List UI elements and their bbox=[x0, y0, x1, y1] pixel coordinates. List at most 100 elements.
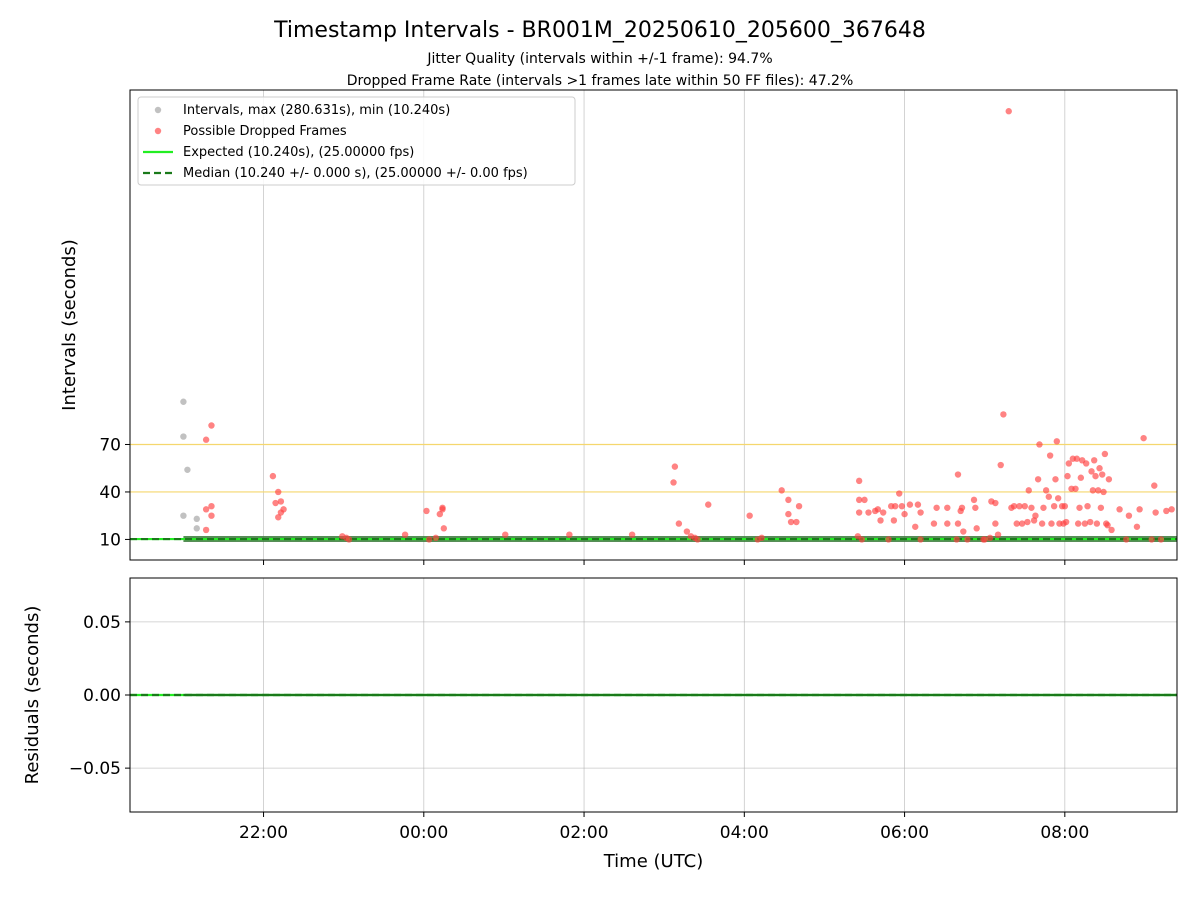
x-tick-label: 00:00 bbox=[399, 823, 448, 843]
dropped-frame-point bbox=[1123, 536, 1130, 543]
y-tick-label: 40 bbox=[99, 483, 121, 503]
dropped-frame-point bbox=[746, 512, 753, 519]
dropped-frame-point bbox=[1050, 502, 1058, 510]
dropped-frame-point bbox=[1101, 450, 1109, 458]
dropped-frame-point bbox=[1013, 520, 1020, 527]
dropped-frame-point bbox=[1108, 526, 1115, 534]
x-tick-label: 08:00 bbox=[1040, 823, 1089, 843]
dropped-frame-point bbox=[917, 509, 924, 516]
dropped-frame-point bbox=[1097, 504, 1105, 511]
dropped-frame-point bbox=[1072, 485, 1079, 492]
dropped-frame-point bbox=[628, 531, 636, 538]
y-tick-label: 10 bbox=[99, 530, 121, 550]
dropped-frame-point bbox=[795, 502, 803, 510]
dropped-frame-point bbox=[858, 536, 866, 543]
dropped-frame-point bbox=[202, 436, 210, 443]
dropped-frame-point bbox=[906, 501, 914, 508]
dropped-frame-point bbox=[855, 509, 863, 516]
dropped-frame-point bbox=[855, 496, 863, 504]
dropped-frame-point bbox=[758, 534, 765, 542]
dropped-frame-point bbox=[277, 498, 285, 505]
residuals-plot: 0.05 0.00 −0.05 22:00 00:00 02:00 04:00 06:00 08… bbox=[22, 577, 1178, 872]
dropped-frame-point bbox=[1096, 465, 1103, 472]
dropped-frame-point bbox=[277, 509, 285, 516]
x-tick-label: 22:00 bbox=[239, 823, 288, 843]
dropped-frame-point bbox=[683, 528, 691, 535]
dropped-frame-point bbox=[1082, 460, 1090, 467]
dropped-frame-point bbox=[954, 520, 962, 527]
legend-label: Possible Dropped Frames bbox=[183, 124, 347, 139]
dropped-frame-point bbox=[1089, 487, 1097, 494]
y-tick-label: 0.00 bbox=[83, 686, 121, 706]
dropped-frame-point bbox=[1088, 468, 1095, 475]
dropped-frame-point bbox=[1061, 502, 1069, 510]
legend-marker bbox=[154, 127, 162, 135]
dropped-frame-point bbox=[1168, 506, 1175, 513]
dropped-frame-point bbox=[1148, 536, 1155, 543]
dropped-frame-point bbox=[1136, 506, 1143, 513]
dropped-frame-point bbox=[933, 504, 940, 511]
dropped-frame-point bbox=[1100, 488, 1107, 496]
dropped-frame-point bbox=[1163, 507, 1170, 515]
interval-point bbox=[180, 433, 187, 440]
interval-point bbox=[193, 515, 200, 523]
dropped-frame-point bbox=[917, 536, 924, 543]
legend: Intervals, max (280.631s), min (10.240s)… bbox=[137, 96, 576, 186]
dropped-frame-point bbox=[1081, 520, 1089, 527]
plot-frame bbox=[129, 89, 1178, 561]
dropped-frame-point bbox=[1021, 502, 1028, 510]
dropped-frame-point bbox=[1062, 518, 1070, 526]
dropped-frame-point bbox=[892, 502, 899, 510]
interval-point bbox=[180, 398, 187, 405]
dropped-frame-point bbox=[1116, 506, 1123, 513]
dropped-frame-point bbox=[1092, 472, 1099, 480]
dropped-frame-point bbox=[877, 517, 884, 524]
interval-point bbox=[184, 466, 191, 473]
dropped-frame-point bbox=[944, 504, 951, 511]
chart-subtitle-jitter: Jitter Quality (intervals within +/-1 fr… bbox=[426, 51, 772, 67]
dropped-frame-point bbox=[1042, 487, 1050, 494]
dropped-frame-point bbox=[1016, 502, 1023, 510]
dropped-frame-point bbox=[269, 472, 277, 480]
y-axis-label: Intervals (seconds) bbox=[59, 239, 80, 411]
dropped-frame-point bbox=[1045, 493, 1052, 500]
dropped-frame-point bbox=[1140, 434, 1147, 442]
dropped-frame-point bbox=[972, 504, 979, 511]
dropped-frame-point bbox=[208, 502, 215, 510]
dropped-frame-point bbox=[425, 536, 433, 543]
dropped-frame-point bbox=[1010, 502, 1018, 510]
dropped-frame-point bbox=[874, 506, 882, 513]
dropped-frame-point bbox=[1105, 476, 1113, 483]
legend-label: Median (10.240 +/- 0.000 s), (25.00000 +… bbox=[183, 166, 528, 181]
dropped-frame-point bbox=[1091, 457, 1098, 464]
dropped-frame-point bbox=[992, 499, 999, 507]
dropped-frame-point bbox=[208, 422, 215, 429]
dropped-frame-point bbox=[675, 520, 683, 527]
dropped-frame-point bbox=[944, 520, 951, 527]
dropped-frame-point bbox=[898, 502, 906, 510]
legend-label: Expected (10.240s), (25.00000 fps) bbox=[183, 145, 414, 160]
dropped-frame-point bbox=[981, 536, 988, 543]
dropped-frame-point bbox=[960, 528, 967, 535]
dropped-frame-point bbox=[208, 512, 215, 519]
x-tick-label: 02:00 bbox=[560, 823, 609, 843]
dropped-frame-point bbox=[1052, 476, 1059, 483]
dropped-frame-point bbox=[901, 510, 908, 518]
dropped-frame-point bbox=[670, 479, 677, 486]
dropped-frame-point bbox=[1095, 487, 1102, 494]
interval-point bbox=[180, 512, 187, 519]
dropped-frame-point bbox=[202, 506, 210, 513]
dropped-frame-point bbox=[1036, 441, 1043, 448]
dropped-frame-point bbox=[914, 501, 922, 508]
legend-label: Intervals, max (280.631s), min (10.240s) bbox=[183, 103, 450, 118]
dropped-frame-point bbox=[1053, 438, 1061, 445]
dropped-frame-point bbox=[1038, 520, 1046, 527]
dropped-frame-point bbox=[1077, 474, 1085, 481]
dropped-frame-point bbox=[1064, 472, 1071, 480]
dropped-frame-point bbox=[865, 509, 872, 516]
dropped-frame-point bbox=[997, 461, 1004, 469]
dropped-frame-point bbox=[275, 514, 282, 521]
dropped-frame-point bbox=[1024, 518, 1031, 526]
dropped-frame-point bbox=[970, 496, 978, 504]
